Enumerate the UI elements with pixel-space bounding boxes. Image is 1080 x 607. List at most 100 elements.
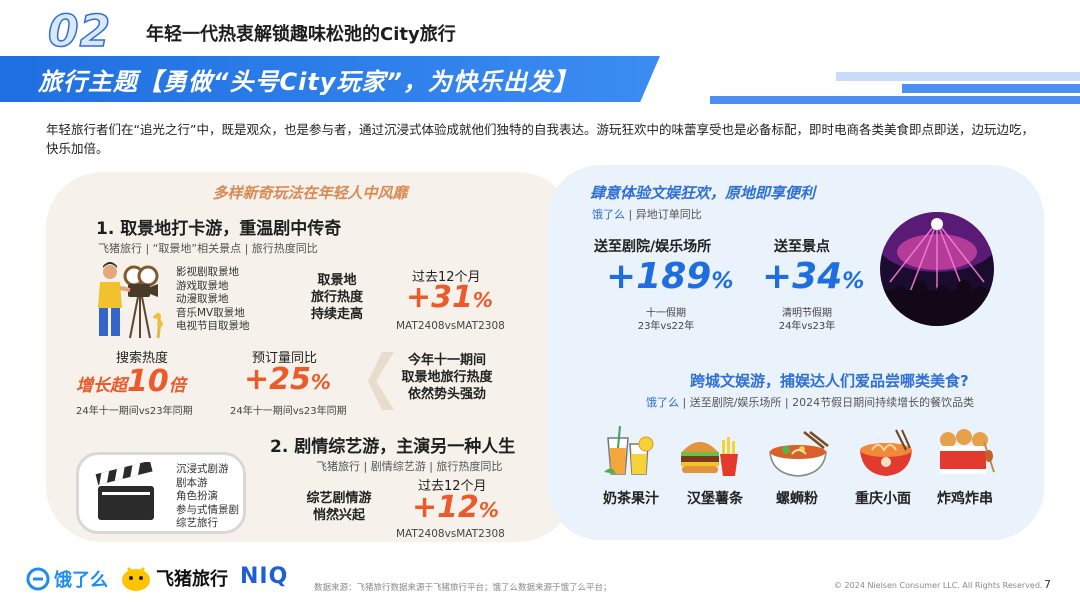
value-unit: % bbox=[472, 288, 493, 312]
fried-chicken-icon bbox=[940, 429, 995, 474]
trend-line: 悄然兴起 bbox=[312, 508, 365, 523]
booking-note: 24年十一期间vs23年同期 bbox=[230, 406, 347, 417]
eleme-logo: 饿了么 bbox=[26, 566, 108, 592]
value-unit: % bbox=[711, 269, 734, 294]
category-item: 影视剧取景地 bbox=[176, 266, 239, 278]
value-unit: % bbox=[842, 269, 865, 294]
chevron-left-icon bbox=[368, 352, 394, 410]
value-number: +12 bbox=[412, 490, 479, 525]
value-unit: % bbox=[310, 370, 331, 394]
banner bbox=[0, 56, 660, 102]
category-item: 音乐MV取景地 bbox=[176, 306, 245, 319]
stat1-note1: 十一假期 bbox=[646, 308, 686, 319]
fliggy-logo-text: 飞猪旅行 bbox=[156, 569, 228, 590]
section1-source: 飞猪旅行 | “取景地”相关景点 | 旅行热度同比 bbox=[98, 242, 318, 255]
section1-value: +31% bbox=[406, 280, 493, 315]
value-unit: % bbox=[478, 498, 499, 522]
source-brand: 饿了么 bbox=[592, 208, 625, 221]
holiday-text: 今年十一期间 取景地旅行热度 依然势头强劲 bbox=[390, 352, 504, 403]
eleme-logo-text: 饿了么 bbox=[54, 570, 108, 591]
section1-compare: MAT2408vsMAT2308 bbox=[396, 320, 505, 332]
value-number: +25 bbox=[244, 362, 311, 397]
concert-photo bbox=[880, 212, 994, 326]
category-item: 角色扮演 bbox=[176, 490, 218, 502]
source-text: | 异地订单同比 bbox=[625, 208, 702, 221]
booking-label: 预订量同比 bbox=[252, 351, 318, 366]
category-item: 动漫取景地 bbox=[176, 293, 229, 305]
fliggy-logo-icon bbox=[122, 566, 150, 591]
section2-value: +12% bbox=[412, 490, 499, 525]
decor-stripe bbox=[902, 84, 1080, 93]
holiday-line: 取景地旅行热度 bbox=[401, 370, 493, 385]
search-heat-note: 24年十一期间vs23年同期 bbox=[76, 406, 193, 417]
footer-copyright: © 2024 Nielsen Consumer LLC. All Rights … bbox=[834, 581, 1043, 590]
page-number: 7 bbox=[1044, 578, 1051, 591]
food-label: 奶茶果汁 bbox=[603, 491, 659, 507]
section-title: 年轻一代热衷解锁趣味松弛的City旅行 bbox=[146, 24, 456, 45]
trend-line: 综艺剧情游 bbox=[306, 491, 372, 506]
food-label: 重庆小面 bbox=[855, 491, 911, 507]
burger-fries-icon bbox=[681, 437, 738, 476]
stat2-value: +34% bbox=[762, 256, 864, 297]
decor-stripe bbox=[710, 96, 1080, 104]
category-item: 参与式情景剧 bbox=[176, 503, 239, 516]
right-panel-heading: 肆意体验文娱狂欢，原地即享便利 bbox=[590, 184, 816, 202]
milk-tea-icon bbox=[604, 425, 654, 475]
stat2-label: 送至景点 bbox=[774, 239, 830, 255]
category-item: 综艺旅行 bbox=[176, 517, 218, 529]
decor-stripe bbox=[836, 72, 1080, 81]
section2-title: 2. 剧情综艺游，主演另一种人生 bbox=[270, 437, 516, 457]
section1-categories: 影视剧取景地 游戏取景地 动漫取景地 音乐MV取景地 电视节目取景地 bbox=[176, 266, 250, 334]
food-heading: 跨城文娱游，捕娱达人们爱品尝哪类美食? bbox=[690, 372, 969, 390]
banner-title: 旅行主题【勇做“头号City玩家”，为快乐出发】 bbox=[38, 68, 578, 96]
chongqing-noodle-icon bbox=[860, 429, 912, 476]
stat2-note1: 清明节假期 bbox=[782, 308, 832, 319]
category-item: 游戏取景地 bbox=[176, 279, 229, 292]
source-text: | 送至剧院/娱乐场所 | 2024节假日期间持续增长的餐饮品类 bbox=[679, 396, 975, 409]
food-label: 汉堡薯条 bbox=[687, 491, 743, 507]
section1-trend-label: 取景地 旅行热度 持续走高 bbox=[300, 272, 374, 323]
value-number: +189 bbox=[606, 256, 712, 297]
section2-period: 过去12个月 bbox=[418, 479, 487, 494]
food-source: 饿了么 | 送至剧院/娱乐场所 | 2024节假日期间持续增长的餐饮品类 bbox=[646, 394, 974, 410]
search-heat-value: 增长超10倍 bbox=[76, 364, 186, 399]
value-number: 10 bbox=[127, 364, 169, 399]
section-number: 02 bbox=[47, 5, 112, 58]
clapperboard-icon bbox=[95, 462, 154, 520]
footer-source: 数据来源：飞猪旅行数据来源于飞猪旅行平台；饿了么数据来源于饿了么平台； bbox=[314, 583, 612, 593]
category-item: 电视节目取景地 bbox=[176, 320, 250, 332]
holiday-line: 今年十一期间 bbox=[407, 353, 486, 368]
value-suffix: 倍 bbox=[168, 376, 186, 396]
section2-compare: MAT2408vsMAT2308 bbox=[396, 528, 505, 540]
left-panel-heading: 多样新奇玩法在年轻人中风靡 bbox=[212, 184, 408, 202]
section1-period: 过去12个月 bbox=[412, 270, 481, 285]
eleme-logo-icon bbox=[26, 567, 50, 591]
section2-source: 飞猪旅行 | 剧情综艺游 | 旅行热度同比 bbox=[316, 460, 503, 473]
fliggy-logo: 飞猪旅行 bbox=[120, 564, 228, 592]
stat1-note2: 23年vs22年 bbox=[637, 321, 695, 332]
filmmaker-icon bbox=[98, 262, 163, 339]
food-label: 炸鸡炸串 bbox=[937, 491, 993, 507]
section1-title: 1. 取景地打卡游，重温剧中传奇 bbox=[96, 219, 342, 239]
trend-line: 持续走高 bbox=[310, 307, 363, 322]
stat2-note2: 24年vs23年 bbox=[778, 321, 836, 332]
stat1-value: +189% bbox=[606, 256, 733, 297]
category-item: 剧本游 bbox=[176, 476, 208, 489]
right-panel-source: 饿了么 | 异地订单同比 bbox=[592, 206, 702, 222]
trend-line: 旅行热度 bbox=[310, 290, 363, 305]
category-item: 沉浸式剧游 bbox=[176, 463, 229, 475]
niq-logo: NIQ bbox=[240, 564, 289, 589]
section2-trend-label: 综艺剧情游 悄然兴起 bbox=[296, 490, 382, 524]
holiday-line: 依然势头强劲 bbox=[407, 387, 486, 402]
section2-categories: 沉浸式剧游 剧本游 角色扮演 参与式情景剧 综艺旅行 bbox=[176, 463, 239, 531]
source-brand: 饿了么 bbox=[646, 396, 679, 409]
stat1-label: 送至剧院/娱乐场所 bbox=[594, 239, 712, 255]
search-heat-label: 搜索热度 bbox=[116, 351, 169, 366]
value-prefix: 增长超 bbox=[76, 376, 127, 396]
trend-line: 取景地 bbox=[317, 273, 357, 288]
food-label: 螺蛳粉 bbox=[776, 491, 818, 507]
booking-value: +25% bbox=[244, 362, 331, 397]
snail-noodle-icon bbox=[769, 431, 829, 477]
value-number: +34 bbox=[762, 256, 843, 297]
intro-paragraph: 年轻旅行者们在“追光之行”中，既是观众，也是参与者，通过沉浸式体验成就他们独特的… bbox=[46, 122, 1034, 156]
